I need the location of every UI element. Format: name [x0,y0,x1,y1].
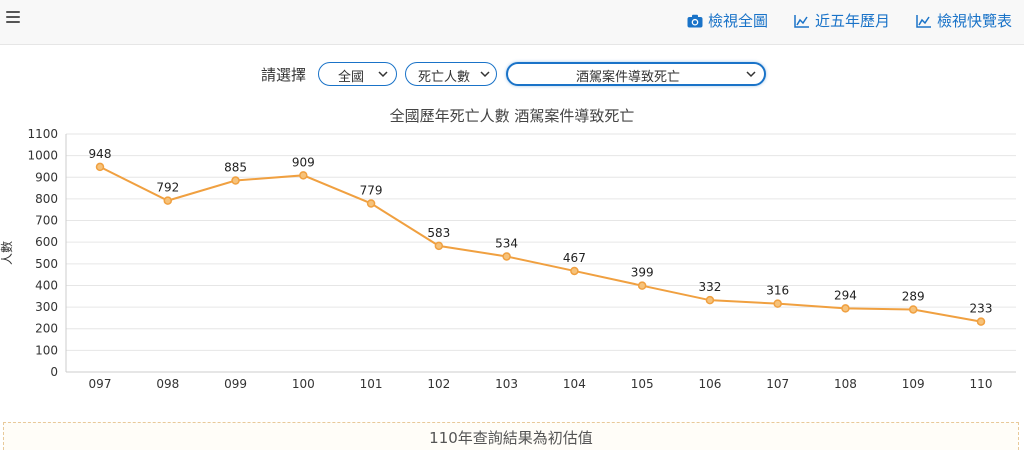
data-label: 467 [563,251,586,265]
x-tick-label: 098 [156,377,179,391]
data-label: 294 [834,288,857,302]
data-label: 534 [495,236,518,250]
category-select[interactable]: 酒駕案件導致死亡 [506,62,766,86]
x-tick-label: 105 [631,377,654,391]
y-tick-label: 800 [35,192,58,206]
data-label: 233 [970,302,993,316]
chart-title: 全國歷年死亡人數 酒駕案件導致死亡 [389,107,635,125]
data-point [434,241,444,251]
camera-icon [687,14,703,27]
metric-select-value: 死亡人數 [418,70,471,85]
data-point [366,199,376,208]
y-axis-label: 人數 [0,241,14,265]
x-tick-label: 102 [427,377,450,391]
data-label: 316 [766,284,789,298]
data-point [773,299,782,308]
area-chart-icon [916,14,931,28]
data-point [841,304,850,313]
x-tick-label: 097 [89,377,112,391]
data-point [502,252,511,261]
data-point [299,171,308,180]
five-year-monthly-label: 近五年歷月 [814,12,890,30]
data-label: 885 [224,161,247,175]
data-label: 332 [698,280,721,294]
data-point [570,266,579,276]
x-tick-label: 100 [292,377,315,391]
y-tick-label: 1100 [27,127,58,141]
x-tick-label: 108 [834,377,857,391]
y-tick-label: 900 [35,170,58,184]
area-chart-icon [794,14,809,28]
x-tick-label: 107 [766,377,789,391]
data-point [163,196,173,205]
x-tick-label: 103 [495,377,518,391]
metric-select[interactable]: 死亡人數 [405,62,497,86]
data-label: 779 [360,183,383,197]
data-point [231,176,240,185]
data-label: 948 [89,147,112,161]
data-label: 399 [631,266,654,280]
y-tick-label: 500 [35,257,58,271]
series-line [99,165,982,323]
data-point [976,317,986,326]
region-select-value: 全國 [338,70,365,85]
top-links: 檢視全圖 近五年歷月 檢視快覽表 [687,10,1012,31]
x-tick-label: 099 [224,377,247,391]
region-select[interactable]: 全國 [318,62,397,86]
y-tick-label: 100 [35,343,58,357]
data-label: 909 [292,155,315,169]
chart-area: 全國歷年死亡人數 酒駕案件導致死亡 0 100 200 300 400 500 600 700… [0,100,1024,400]
y-tick-label: 700 [35,214,58,228]
data-point [908,305,918,314]
chevron-down-icon [378,71,388,78]
chevron-down-icon [480,71,490,78]
y-tick-label: 600 [35,235,58,249]
x-tick-label: 109 [902,377,925,391]
hamburger-icon[interactable] [6,11,20,25]
x-tick-label: 101 [360,377,383,391]
data-label: 792 [156,181,179,195]
data-label: 289 [902,289,925,303]
line-chart: 0 100 200 300 400 500 600 700 800 900 1000 1100 人數 09… [0,127,1016,391]
x-tick-label: 110 [970,377,993,391]
five-year-monthly-link[interactable]: 近五年歷月 [794,10,890,31]
y-tick-label: 200 [35,322,58,336]
estimate-note: 110年查詢結果為初估值 [3,422,1019,450]
selector-row: 請選擇 全國 死亡人數 酒駕案件導致死亡 [0,60,1024,88]
data-point [637,281,647,290]
y-tick-label: 400 [35,278,58,292]
top-bar: 檢視全圖 近五年歷月 檢視快覽表 [0,0,1024,45]
chevron-down-icon [746,71,756,78]
data-point [705,295,715,305]
x-tick-label: 106 [698,377,721,391]
quick-view-table-label: 檢視快覽表 [936,12,1012,30]
data-label: 583 [427,226,450,240]
view-full-chart-label: 檢視全圖 [707,12,768,30]
x-tick-label: 104 [563,377,586,391]
data-point [95,162,105,172]
y-tick-label: 300 [35,300,58,314]
category-select-value: 酒駕案件導致死亡 [575,70,680,85]
y-tick-label: 1000 [27,149,58,163]
y-tick-label: 0 [50,365,58,379]
select-label: 請選擇 [261,66,307,84]
quick-view-table-link[interactable]: 檢視快覽表 [916,10,1012,31]
view-full-chart-link[interactable]: 檢視全圖 [687,10,768,31]
